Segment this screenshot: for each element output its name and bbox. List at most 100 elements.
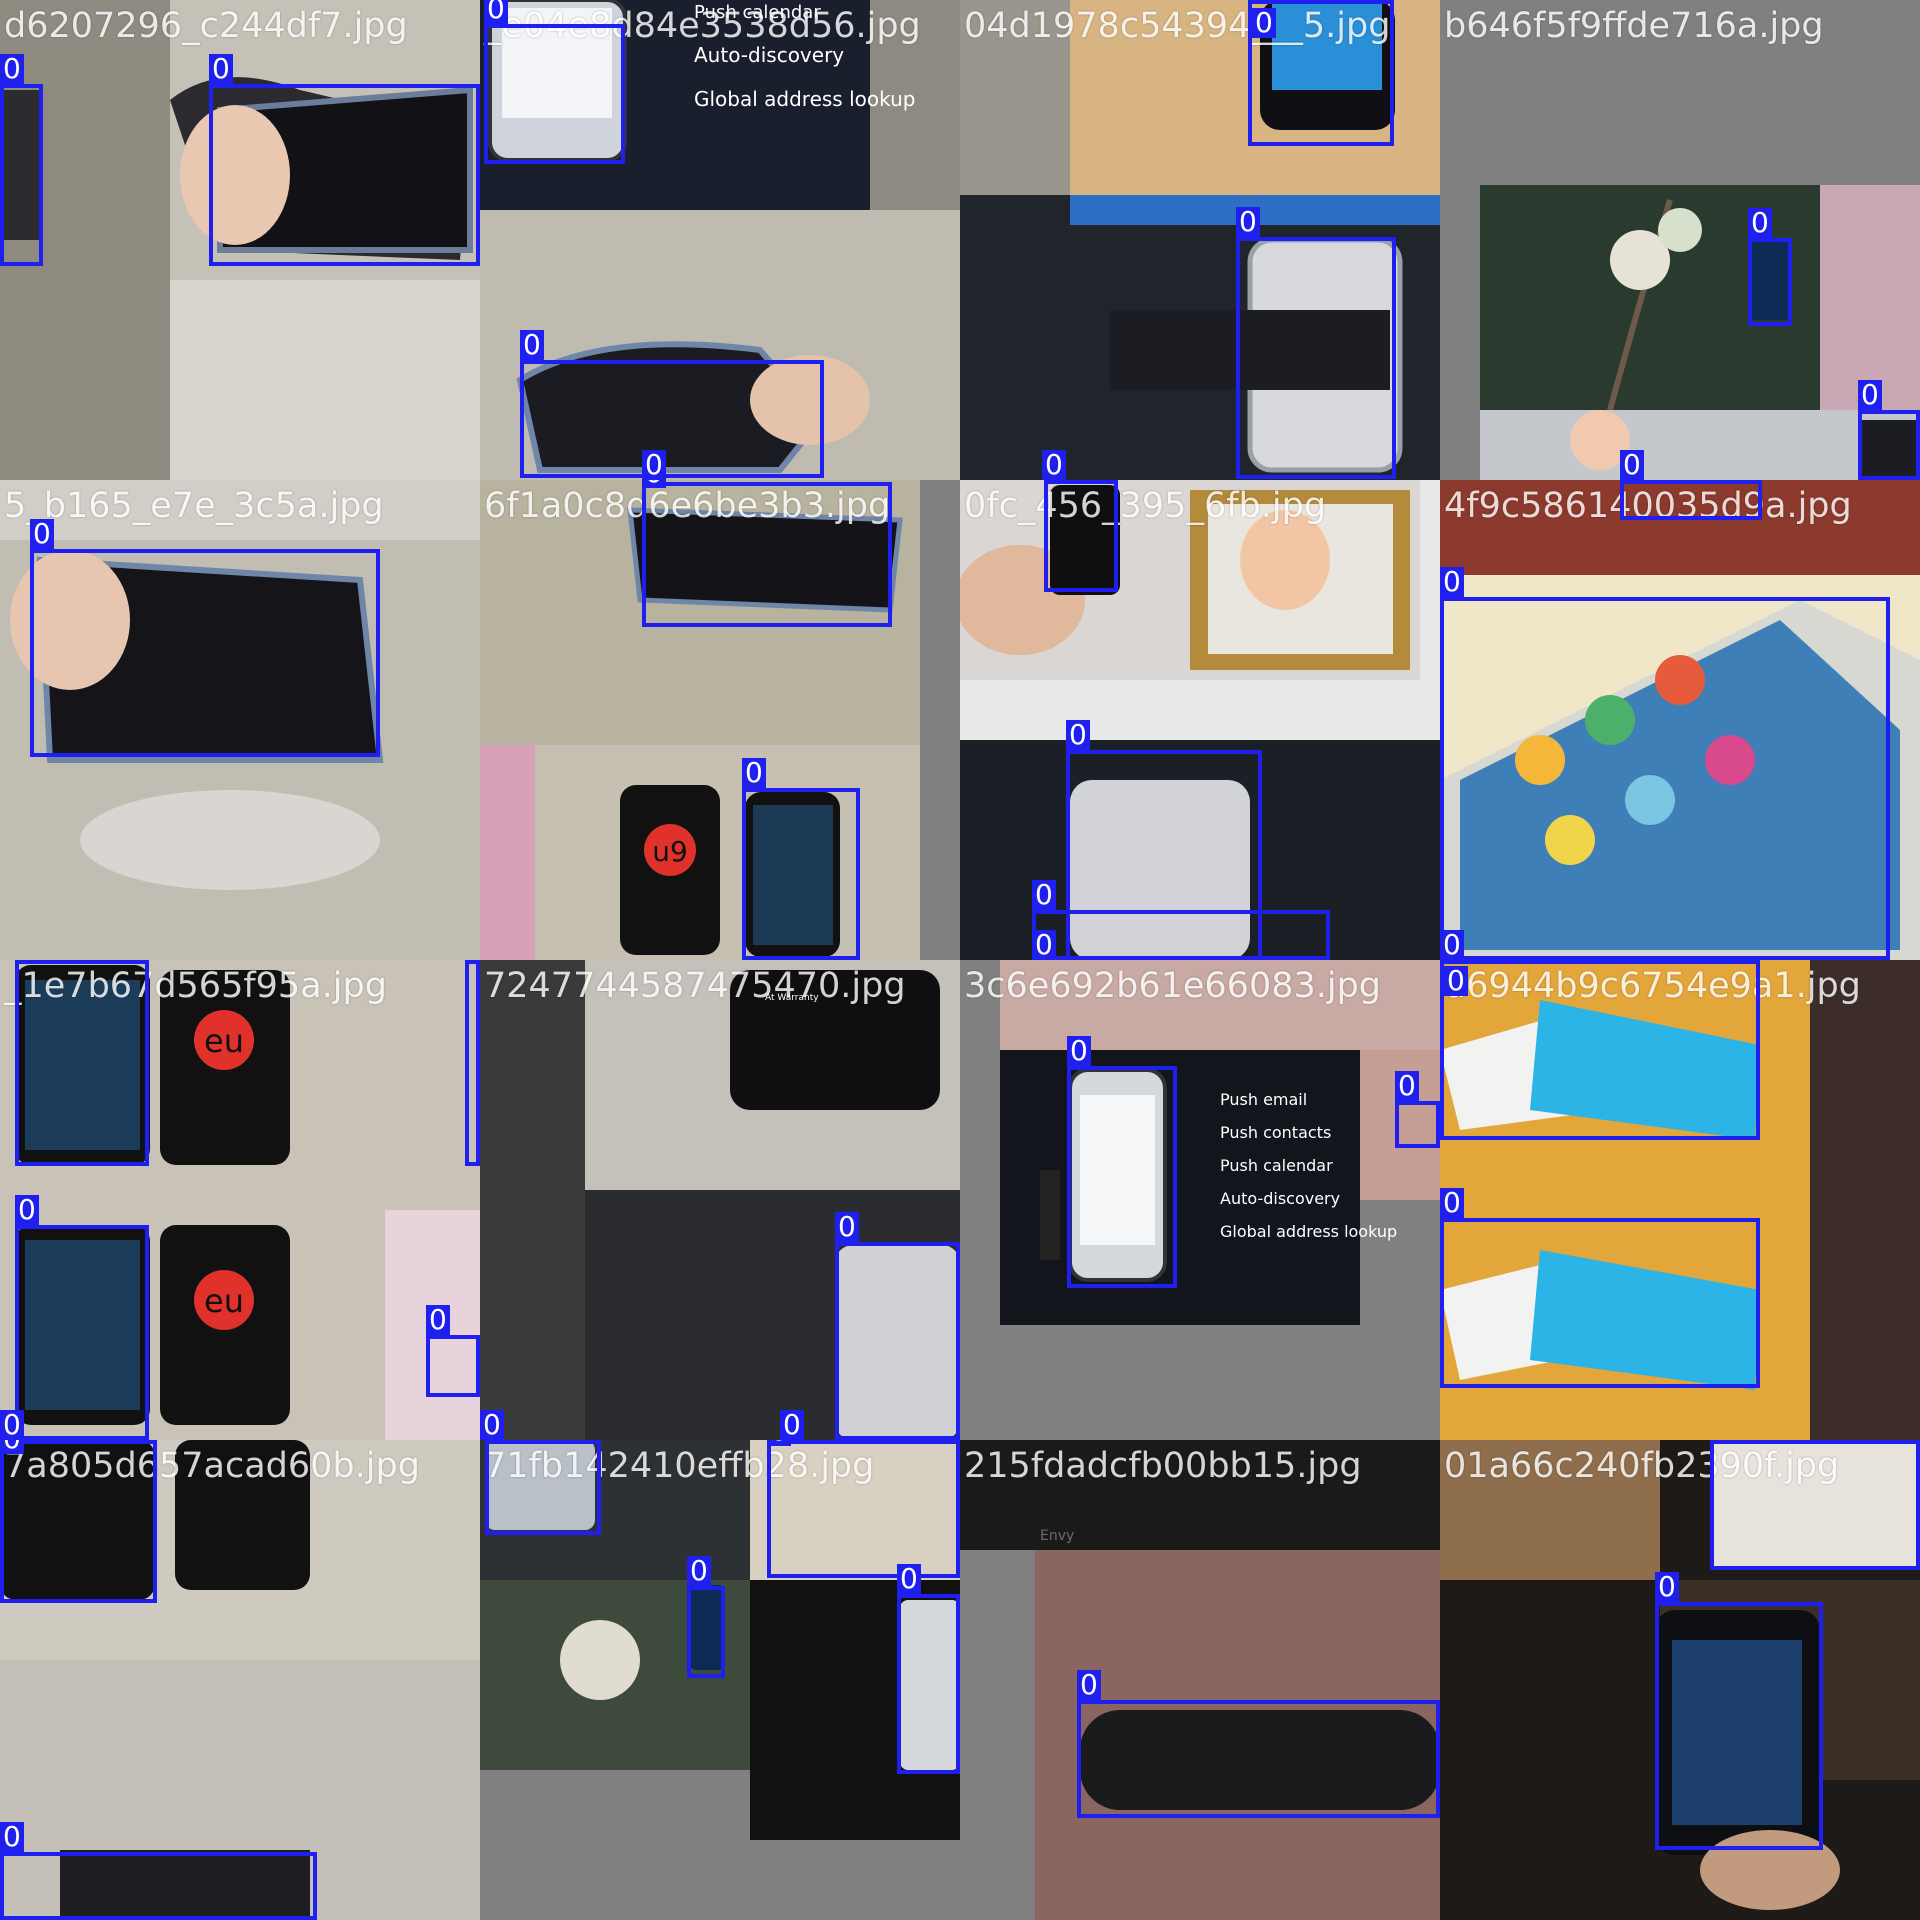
- class-label: 0: [1252, 8, 1276, 38]
- class-label: 0: [1710, 1440, 1734, 1444]
- detection-box: 0: [1440, 960, 1760, 1140]
- detection-box: 0: [767, 1440, 960, 1578]
- brand-logo: eu: [204, 1022, 244, 1060]
- class-label: 0: [1440, 930, 1464, 960]
- class-label: 0: [15, 1195, 39, 1225]
- class-label: 0: [897, 1564, 921, 1594]
- detection-box: 0: [1067, 1066, 1177, 1288]
- detection-box: 0: [742, 788, 860, 960]
- class-label: 0: [835, 1212, 859, 1242]
- class-label: 0: [30, 519, 54, 549]
- detection-box: 0: [1710, 1440, 1920, 1570]
- detection-box: 0: [209, 84, 480, 266]
- class-label: 0: [1067, 1036, 1091, 1066]
- class-label: 0: [485, 1440, 509, 1444]
- detection-box: 0: [15, 960, 149, 1166]
- class-label: 0: [1032, 880, 1056, 910]
- class-label: 0: [484, 0, 508, 24]
- class-label: 0: [1440, 1188, 1464, 1218]
- slide-line: Push calendar: [694, 2, 821, 23]
- slide-line: Push contacts: [1220, 1123, 1331, 1142]
- slide-line: Global address lookup: [694, 87, 915, 111]
- detection-box: 0: [1236, 237, 1396, 479]
- class-label: 0: [642, 480, 666, 488]
- detection-box: 0: [1655, 1602, 1823, 1850]
- photo-phone-edge-closeup: Envy: [960, 1440, 1440, 1920]
- class-label: 0: [1032, 930, 1056, 960]
- class-label: 0: [642, 450, 666, 480]
- detection-box: 0: [465, 960, 480, 1166]
- tile-5: u9 6f1a0c8d6e6be3b3.jpg 0 0: [480, 480, 960, 960]
- detection-box: 0: [1044, 480, 1118, 592]
- class-label: 0: [1858, 380, 1882, 410]
- class-label: 0: [1077, 1670, 1101, 1700]
- class-label: 0: [209, 54, 233, 84]
- class-label: 0: [687, 1556, 711, 1586]
- tile-14: Envy 215fdadcfb00bb15.jpg 0: [960, 1440, 1440, 1920]
- tile-0: d6207296_c244df7.jpg 0 0: [0, 0, 480, 480]
- class-label: 0: [1748, 208, 1772, 238]
- tile-2: 04d1978c54394___5.jpg 0 0 0: [960, 0, 1440, 480]
- class-label: 0: [480, 1410, 504, 1440]
- class-label: 0: [0, 1822, 24, 1852]
- class-label: 0: [780, 1410, 804, 1440]
- tile-13: 71fb142410effb28.jpg 0 0 0 0: [480, 1440, 960, 1920]
- class-label: 0: [520, 330, 544, 360]
- detection-box: 0: [520, 360, 824, 478]
- brand-text: Envy: [1040, 1528, 1074, 1544]
- tile-1: Auto-discovery Global address lookup Pus…: [480, 0, 960, 480]
- class-label: 0: [0, 1410, 24, 1440]
- class-label: 0: [426, 1305, 450, 1335]
- photo-blossom-and-people: [1440, 0, 1920, 480]
- detection-box: 0: [0, 1852, 317, 1920]
- detection-box: 0: [835, 1242, 960, 1440]
- class-label: 0: [1066, 720, 1090, 750]
- tile-10: Push email Push contacts Push calendar A…: [960, 960, 1440, 1440]
- detection-box: 0: [1440, 1218, 1760, 1388]
- detection-box: 0: [1748, 238, 1792, 326]
- tile-8: eu eu _1e7b67d565f95a.jpg 0 0 0 0 0: [0, 960, 480, 1440]
- detection-box: 0: [1858, 410, 1920, 480]
- detection-box: 0: [1032, 910, 1330, 960]
- detection-box: 0: [0, 1440, 157, 1603]
- class-label: 0: [1655, 1572, 1679, 1602]
- class-label: 0: [1444, 966, 1468, 996]
- detection-box: 0: [15, 1225, 149, 1440]
- tile-4: 5_b165_e7e_3c5a.jpg 0: [0, 480, 480, 960]
- detection-box: 0: [1440, 597, 1890, 960]
- detection-box: 0: [1077, 1700, 1440, 1818]
- tile-6: 0fc_456_395_6fb.jpg 0 0 0 0: [960, 480, 1440, 960]
- slide-line: Global address lookup: [1220, 1222, 1397, 1241]
- slide-line: Push email: [1220, 1090, 1307, 1109]
- detection-box: 0: [687, 1586, 725, 1678]
- phone-app-label: At Warranty: [765, 993, 819, 1003]
- photo-keynote-slide: Push email Push contacts Push calendar A…: [960, 960, 1440, 1440]
- detection-box: 0: [484, 24, 625, 164]
- class-label: 0: [1236, 207, 1260, 237]
- class-label: 0: [767, 1440, 791, 1446]
- detection-box: 0: [1395, 1101, 1440, 1148]
- detection-box: 0: [485, 1440, 601, 1535]
- tile-7: 4f9c586140035d9a.jpg 0 0 0: [1440, 480, 1920, 960]
- detection-box: 0: [642, 482, 892, 627]
- detection-box: 0: [1248, 0, 1394, 146]
- class-label: 0: [1440, 567, 1464, 597]
- tile-12: 7a805d657acad60b.jpg 0 0: [0, 1440, 480, 1920]
- class-label: 0: [1042, 450, 1066, 480]
- detection-box: 0: [897, 1594, 960, 1774]
- tile-3: b646f5f9ffde716a.jpg 0 0 0: [1440, 0, 1920, 480]
- detection-box: 0: [1620, 480, 1762, 520]
- tile-11: d6944b9c6754e9a1.jpg 0 0: [1440, 960, 1920, 1440]
- tile-15: 01a66c240fb2390f.jpg 0 0: [1440, 1440, 1920, 1920]
- class-label: 0: [1620, 450, 1644, 480]
- slide-line: Push calendar: [1220, 1156, 1333, 1175]
- class-label: 0: [1395, 1071, 1419, 1101]
- class-label: 0: [0, 54, 24, 84]
- brand-logo: u9: [652, 835, 688, 868]
- detection-box: 0: [30, 549, 380, 757]
- class-label: 0: [0, 1440, 24, 1454]
- brand-logo: eu: [204, 1282, 244, 1320]
- tile-9: At Warranty 7247744587475470.jpg 0 0 0: [480, 960, 960, 1440]
- class-label: 0: [742, 758, 766, 788]
